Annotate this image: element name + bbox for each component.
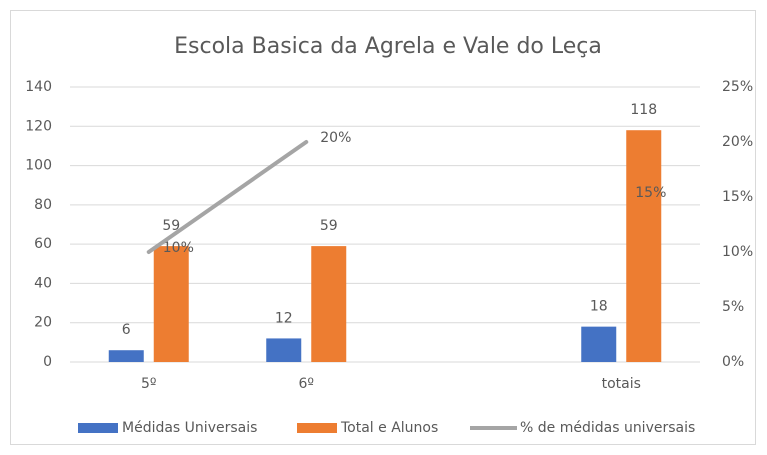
- y2-tick-label: 15%: [722, 189, 753, 205]
- data-label: 15%: [635, 185, 666, 201]
- bar: [311, 246, 347, 362]
- y-tick-label: 40: [34, 275, 52, 291]
- legend-label: Total e Alunos: [340, 420, 438, 436]
- y2-tick-label: 10%: [722, 244, 753, 260]
- legend-label: Médidas Universais: [122, 420, 257, 436]
- y-tick-label: 20: [34, 315, 52, 331]
- bar: [626, 130, 662, 362]
- y-tick-label: 0: [43, 354, 52, 370]
- legend-swatch: [297, 423, 337, 433]
- y-tick-label: 60: [34, 236, 52, 252]
- bar: [266, 338, 302, 362]
- y2-tick-label: 25%: [722, 79, 753, 95]
- data-label: 6: [122, 322, 131, 338]
- data-label: 12: [275, 310, 293, 326]
- x-tick-label: totais: [602, 376, 641, 392]
- x-tick-label: 5º: [141, 376, 157, 392]
- y2-tick-label: 0%: [722, 354, 744, 370]
- y-tick-label: 80: [34, 197, 52, 213]
- legend-label: % de médidas universais: [520, 420, 695, 436]
- data-label: 59: [320, 218, 338, 234]
- y-tick-label: 120: [25, 118, 52, 134]
- legend-swatch: [78, 423, 118, 433]
- bar: [153, 246, 189, 362]
- y2-tick-label: 20%: [722, 134, 753, 150]
- data-label: 18: [590, 299, 608, 315]
- data-label: 59: [162, 218, 180, 234]
- x-tick-label: 6º: [298, 376, 314, 392]
- bar: [108, 350, 144, 362]
- bar: [581, 326, 617, 362]
- chart-title: Escola Basica da Agrela e Vale do Leça: [174, 34, 602, 59]
- data-label: 20%: [320, 130, 351, 146]
- data-label: 10%: [163, 240, 194, 256]
- y2-tick-label: 5%: [722, 299, 744, 315]
- y-tick-label: 100: [25, 158, 52, 174]
- y-tick-label: 140: [25, 79, 52, 95]
- data-label: 118: [630, 102, 657, 118]
